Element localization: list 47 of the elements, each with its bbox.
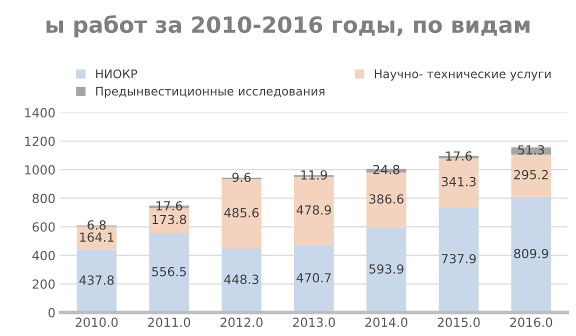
data-label: 295.2 — [514, 170, 548, 180]
bar — [76, 250, 117, 312]
legend-label: Предынвестиционные исследования — [96, 86, 324, 98]
x-tick-label: 2012.0 — [220, 318, 263, 328]
y-tick-label: 800 — [32, 194, 55, 204]
y-tick-label: 600 — [32, 222, 55, 232]
data-label: 470.7 — [296, 273, 331, 282]
bar — [222, 248, 262, 312]
y-tick-label: 0 — [48, 308, 55, 318]
bar — [511, 154, 552, 197]
y-tick-label: 400 — [32, 250, 55, 260]
data-label: 164.1 — [80, 232, 114, 242]
data-label: 386.6 — [369, 194, 404, 204]
data-label: 478.9 — [296, 205, 331, 215]
bar — [294, 245, 334, 312]
data-label: 437.8 — [79, 275, 114, 285]
data-label: 11.9 — [301, 170, 327, 180]
x-tick-label: 2016.0 — [510, 318, 552, 328]
bar — [366, 228, 406, 312]
x-tick-label: 2013.0 — [292, 318, 335, 328]
data-label: 485.6 — [224, 208, 259, 218]
data-label: 9.6 — [232, 172, 251, 182]
data-label: 17.6 — [446, 151, 472, 161]
data-label: 341.3 — [442, 176, 476, 186]
legend-label: Научно- технические услуги — [374, 70, 551, 81]
data-label: 593.9 — [369, 264, 404, 274]
x-tick-label: 2014.0 — [365, 318, 408, 328]
chart-title: ы работ за 2010-2016 годы, по видам — [46, 15, 530, 38]
bar — [149, 233, 190, 312]
data-label: 51.3 — [518, 145, 544, 155]
bar — [511, 196, 552, 312]
bar — [438, 207, 479, 312]
data-label: 737.9 — [442, 254, 476, 264]
data-label: 173.8 — [152, 214, 186, 224]
y-tick-label: 1000 — [25, 165, 55, 175]
x-tick-label: 2015.0 — [438, 318, 480, 328]
data-label: 6.8 — [88, 220, 106, 230]
x-tick-label: 2011.0 — [148, 318, 190, 328]
data-label: 448.3 — [224, 274, 258, 284]
x-tick-label: 2010.0 — [76, 318, 118, 328]
y-tick-label: 1200 — [25, 136, 55, 146]
legend-label: НИОКР — [96, 69, 138, 78]
y-tick-label: 200 — [32, 279, 55, 289]
y-tick-label: 1400 — [25, 108, 55, 118]
data-label: 809.9 — [514, 248, 548, 258]
data-label: 556.5 — [152, 266, 186, 276]
data-label: 17.6 — [156, 201, 182, 211]
